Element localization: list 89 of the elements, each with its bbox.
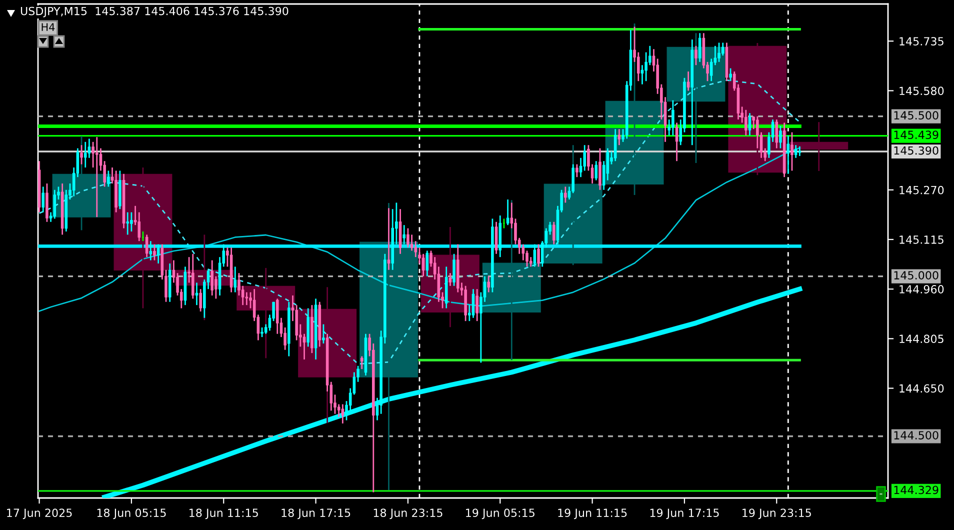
- candlestick: [721, 42, 724, 56]
- candlestick: [88, 138, 91, 159]
- candlestick: [199, 288, 202, 312]
- candlestick: [410, 234, 414, 252]
- candlestick: [636, 52, 640, 82]
- candlestick: [260, 326, 264, 338]
- candlestick: [126, 212, 130, 236]
- candlestick: [748, 112, 752, 136]
- candlestick: [786, 134, 790, 175]
- candlestick: [598, 148, 602, 191]
- candlestick: [779, 125, 782, 149]
- candlestick: [107, 170, 110, 188]
- candlestick: [798, 146, 802, 157]
- candlestick: [533, 244, 536, 268]
- candlestick: [422, 253, 425, 277]
- candlestick: [494, 221, 498, 255]
- x-tick-label: 19 Jun 23:15: [742, 508, 811, 520]
- candlestick: [341, 404, 344, 424]
- candlestick: [775, 118, 778, 149]
- x-tick-label: 19 Jun 05:15: [466, 508, 534, 520]
- y-tick-label: 144.805: [900, 334, 944, 344]
- annotation: H4: [42, 23, 55, 31]
- ref-line-label: 145.000: [894, 271, 938, 280]
- candlestick: [276, 298, 279, 335]
- candlestick: [476, 288, 478, 322]
- candlestick: [564, 186, 567, 204]
- candlestick: [686, 70, 690, 92]
- candlestick: [195, 282, 198, 306]
- candlestick: [302, 333, 306, 360]
- candlestick: [42, 186, 45, 213]
- candlestick: [794, 144, 798, 159]
- candlestick: [387, 207, 390, 271]
- candlestick: [149, 240, 152, 261]
- annotation: USDJPY,M15 145.387 145.406 145.376 145.390: [20, 6, 288, 18]
- y-tick-label: 145.270: [900, 186, 944, 194]
- candlestick: [729, 68, 732, 82]
- ref-line-label: 144.500: [894, 431, 938, 440]
- y-tick-label: 145.735: [900, 37, 944, 46]
- candlestick: [437, 266, 440, 303]
- line-series: [38, 79, 800, 365]
- candlestick: [472, 288, 475, 319]
- candlestick: [234, 266, 237, 293]
- candlestick: [744, 109, 748, 136]
- candlestick: [698, 32, 702, 63]
- ref-line-label: 144.329: [894, 486, 938, 494]
- candlestick: [672, 100, 674, 136]
- candlestick: [360, 356, 364, 370]
- candlestick: [448, 272, 452, 287]
- x-tick-label: 18 Jun 05:15: [97, 508, 166, 520]
- candlestick: [153, 244, 156, 261]
- x-tick-label: 19 Jun 11:15: [558, 508, 627, 520]
- candlestick: [452, 253, 456, 287]
- candlestick: [245, 292, 248, 306]
- ref-line-label: 145.390: [894, 146, 938, 155]
- y-tick-label: 145.115: [900, 236, 944, 244]
- x-tick-label: 18 Jun 11:15: [190, 508, 258, 520]
- candlestick: [95, 136, 98, 218]
- candlestick: [790, 132, 794, 172]
- x-tick-label: 19 Jun 17:15: [650, 508, 719, 520]
- candlestick: [487, 276, 490, 293]
- candlestick: [694, 45, 698, 66]
- ref-line-label: 145.439: [894, 130, 938, 140]
- candlestick: [210, 260, 214, 296]
- candlestick: [618, 128, 621, 146]
- candlestick: [529, 256, 532, 268]
- candlestick: [337, 404, 340, 418]
- candlestick: [191, 253, 194, 300]
- candlestick: [718, 42, 720, 63]
- candlestick: [84, 141, 87, 168]
- y-tick-label: 144.650: [900, 384, 944, 393]
- candlestick: [576, 164, 578, 178]
- candlestick: [594, 160, 598, 181]
- x-tick-label: 18 Jun 23:15: [374, 508, 442, 520]
- x-tick-label: 17 Jun 2025: [7, 508, 72, 520]
- ref-line-label: 145.500: [894, 111, 938, 120]
- candlestick: [506, 198, 510, 226]
- candlestick: [537, 244, 540, 268]
- candlestick: [53, 189, 56, 220]
- candlestick: [322, 324, 325, 344]
- candlestick: [406, 228, 410, 248]
- y-tick-label: 145.580: [900, 86, 944, 96]
- line-series: [102, 286, 802, 498]
- candlestick: [130, 212, 133, 232]
- candlestick: [402, 224, 406, 245]
- x-tick-label: 18 Jun 17:15: [282, 508, 350, 520]
- candlestick: [552, 221, 556, 245]
- y-tick-label: 144.960: [900, 285, 944, 294]
- candlestick: [640, 64, 644, 85]
- candlestick: [80, 144, 83, 165]
